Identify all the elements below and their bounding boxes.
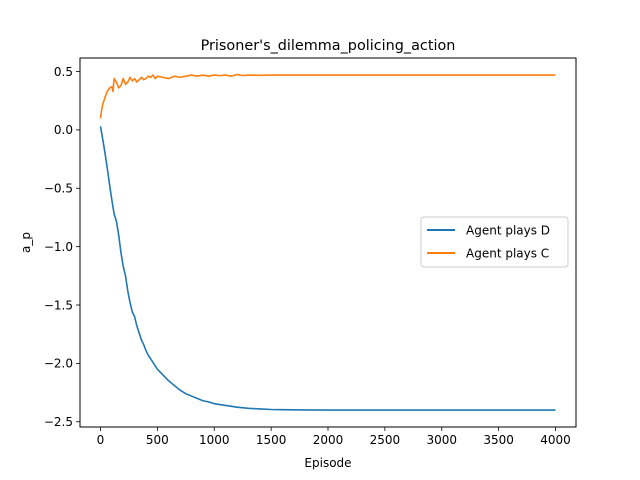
y-tick-label: −0.5	[44, 182, 73, 196]
x-tick-label: 3000	[426, 433, 457, 447]
legend-box	[420, 216, 569, 268]
x-tick-label: 3500	[483, 433, 514, 447]
y-tick-label: −2.0	[44, 357, 73, 371]
x-tick-label: 2500	[370, 433, 401, 447]
y-tick-label: −1.5	[44, 298, 73, 312]
y-tick-label: −1.0	[44, 240, 73, 254]
legend: Agent plays D Agent plays C	[420, 216, 569, 268]
x-axis-title: Episode	[304, 456, 351, 470]
x-axis: 0 500 1000 1500 2000 2500 3000 3500 4000	[97, 427, 571, 447]
y-axis-title: a_p	[19, 232, 33, 253]
series-layer	[99, 73, 556, 411]
x-tick-label: 2000	[313, 433, 344, 447]
y-axis: 0.5 0.0 −0.5 −1.0 −1.5 −2.0 −2.5	[44, 65, 80, 429]
y-tick-label: 0.5	[54, 65, 73, 79]
legend-label-agent-plays-c: Agent plays C	[466, 247, 549, 261]
y-tick-label: 0.0	[54, 123, 73, 137]
x-tick-label: 1000	[199, 433, 230, 447]
chart-title: Prisoner's_dilemma_policing_action	[201, 38, 456, 54]
x-tick-label: 0	[97, 433, 105, 447]
x-tick-label: 4000	[540, 433, 571, 447]
y-tick-label: −2.5	[44, 415, 73, 429]
series-line-agent-plays-d	[99, 126, 556, 411]
legend-label-agent-plays-d: Agent plays D	[466, 224, 550, 238]
x-tick-label: 500	[146, 433, 169, 447]
series-line-agent-plays-c	[99, 73, 556, 119]
x-tick-label: 1500	[256, 433, 287, 447]
